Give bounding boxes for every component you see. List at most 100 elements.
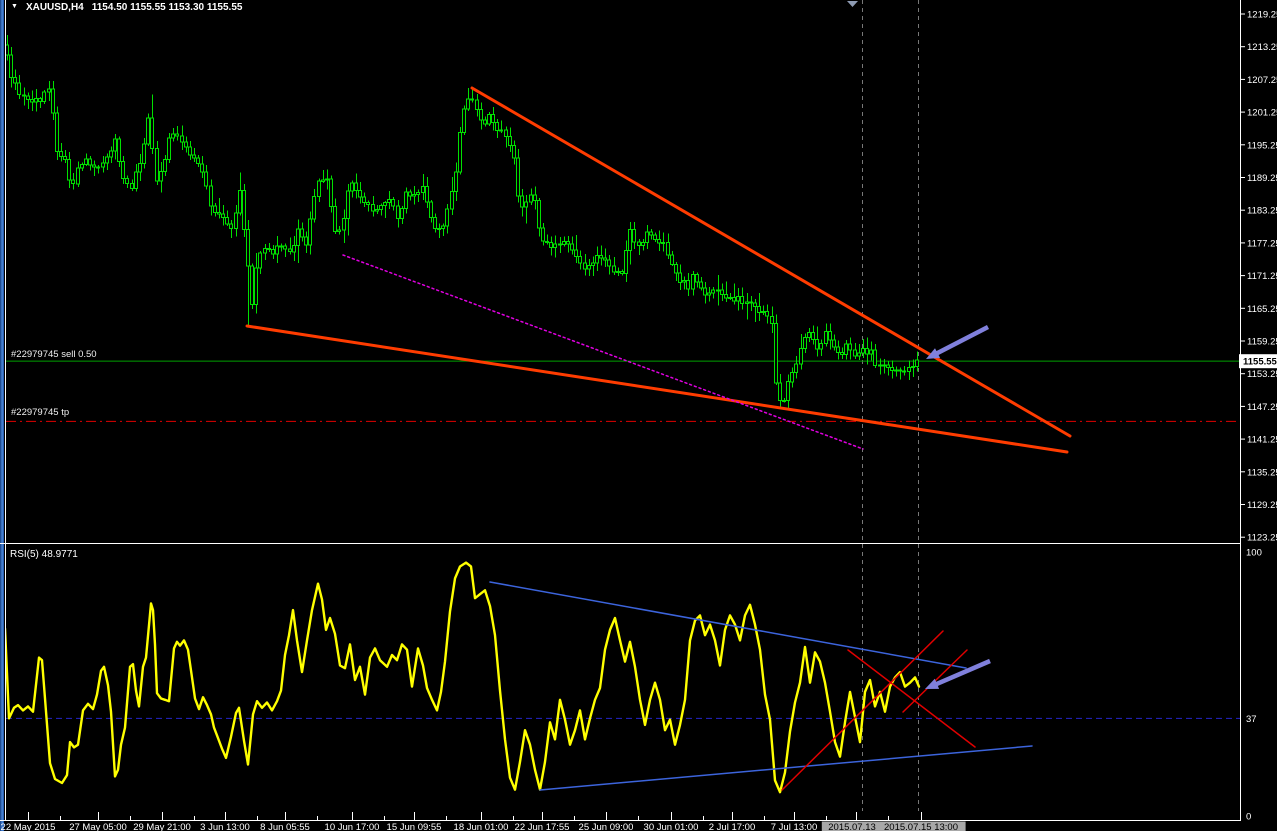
wedge-lower-trendline[interactable] — [245, 324, 1069, 454]
candle-body — [682, 280, 686, 283]
time-tick-label: 2015.07.15 13:00 — [884, 822, 958, 831]
candle-body — [541, 227, 545, 242]
candle-body — [495, 121, 499, 132]
vline-handle-icon[interactable] — [847, 1, 858, 7]
candle-body — [329, 178, 333, 208]
time-tick-label: 15 Jun 09:55 — [387, 822, 442, 831]
candle-body — [209, 185, 213, 207]
symbol-menu-icon[interactable]: ▼ — [11, 3, 18, 10]
candle-body — [317, 180, 321, 197]
candle-body — [578, 256, 582, 264]
rsi-annotation-arrow-head-icon[interactable] — [925, 678, 940, 689]
price-tick-label: 1219.25 — [1247, 10, 1277, 21]
candle-body — [520, 195, 524, 208]
candle-body — [379, 204, 383, 210]
candle-body — [832, 339, 836, 348]
time-axis[interactable]: 22 May 2015 27 May 05:00 29 May 21:00 3 Jun… — [1, 812, 966, 831]
price-annotation-arrow-head-icon[interactable] — [926, 348, 941, 359]
median-dotted-trendline[interactable] — [342, 254, 864, 450]
candle-body — [17, 82, 21, 96]
candle-body — [271, 249, 275, 255]
candle-body — [853, 349, 857, 357]
rsi-annotation-arrow[interactable] — [933, 658, 991, 688]
candle-body — [300, 228, 304, 238]
candle-body — [819, 343, 823, 350]
candle-body — [499, 129, 503, 132]
candle-body — [848, 343, 852, 351]
rsi-axis[interactable]: 100 37 0 — [1246, 548, 1262, 823]
candle-body — [691, 274, 695, 290]
candle-body — [362, 196, 366, 203]
rsi-lower-blue-trendline[interactable] — [539, 745, 1033, 791]
rsi-red-descending-trendline[interactable] — [847, 649, 976, 748]
candle-body — [753, 302, 757, 307]
candle-body — [138, 163, 142, 173]
candle-body — [724, 293, 728, 299]
candle-body — [88, 158, 92, 166]
candle-body — [175, 133, 179, 137]
candle-body — [275, 245, 279, 255]
candle-body — [67, 158, 71, 181]
candle-body — [258, 252, 262, 269]
candle-body — [549, 242, 553, 248]
candle-body — [612, 265, 616, 273]
price-annotation-arrow[interactable] — [933, 325, 990, 357]
time-label-highlight — [821, 821, 891, 831]
candle-body — [109, 150, 113, 158]
candle-body — [882, 364, 886, 367]
candle-body — [799, 347, 803, 365]
candle-body — [167, 137, 171, 160]
candle-body — [84, 158, 88, 165]
rsi-red-ascending-trendline[interactable] — [781, 630, 944, 791]
rsi-upper-blue-trendline[interactable] — [489, 581, 967, 669]
candle-body — [34, 98, 38, 103]
candle-body — [844, 343, 848, 355]
candle-body — [836, 346, 840, 353]
candle-body — [620, 271, 624, 274]
candle-body — [163, 158, 167, 172]
price-tick-label: 1141.25 — [1247, 435, 1277, 446]
candle-body — [121, 161, 125, 180]
candle-body — [321, 179, 325, 182]
time-tick-label: 2015.07.13 0 — [828, 822, 883, 831]
candle-body — [408, 191, 412, 197]
price-axis[interactable]: 1219.25 1213.25 1207.25 1201.25 1195.25 1189.… — [1241, 10, 1277, 544]
candle-body — [192, 154, 196, 159]
candle-body — [699, 281, 703, 289]
candle-body — [458, 131, 462, 173]
candle-body — [296, 228, 300, 246]
candle-body — [628, 229, 632, 251]
price-tick-label: 1213.25 — [1247, 42, 1277, 53]
time-tick-label: 3 Jun 13:00 — [200, 822, 250, 831]
candle-body — [757, 306, 761, 313]
candle-body — [180, 135, 184, 143]
candle-body — [770, 315, 774, 324]
wedge-upper-trendline[interactable] — [470, 86, 1072, 438]
price-tick-label: 1165.25 — [1247, 304, 1277, 315]
candle-body — [466, 98, 470, 110]
rsi-tick-label: 100 — [1246, 548, 1262, 559]
candle-body — [125, 177, 129, 184]
candle-body — [828, 331, 832, 341]
candle-body — [782, 399, 786, 402]
candle-body — [421, 186, 425, 193]
price-tick-label: 1135.25 — [1247, 467, 1277, 478]
candlestick-series — [6, 35, 919, 410]
candle-body — [761, 311, 765, 314]
candle-body — [570, 243, 574, 251]
candle-body — [790, 372, 794, 383]
rsi-tick-label: 0 — [1246, 812, 1251, 823]
time-tick-label: 2 Jul 17:00 — [709, 822, 755, 831]
candle-body — [391, 199, 395, 207]
candle-body — [92, 164, 96, 168]
candle-body — [512, 145, 516, 159]
time-tick-label: 29 May 21:00 — [133, 822, 191, 831]
candle-body — [200, 163, 204, 173]
candle-body — [113, 138, 117, 152]
candle-body — [649, 231, 653, 236]
price-tick-label: 1123.25 — [1247, 533, 1277, 544]
time-tick-label: 30 Jun 01:00 — [644, 822, 699, 831]
candle-body — [637, 241, 641, 247]
candle-body — [736, 296, 740, 302]
